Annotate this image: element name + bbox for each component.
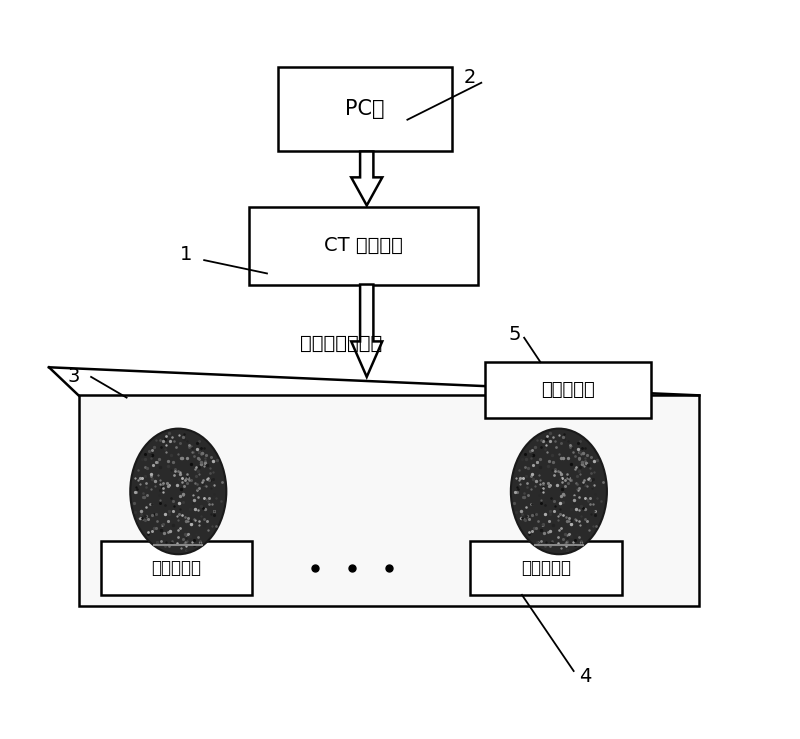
Polygon shape — [351, 285, 382, 377]
Text: 3: 3 — [67, 367, 79, 386]
Text: 互感器测试台面: 互感器测试台面 — [300, 334, 382, 353]
Polygon shape — [351, 151, 382, 205]
Bar — [101, 541, 252, 595]
Ellipse shape — [130, 429, 226, 554]
Text: 5: 5 — [508, 324, 521, 344]
Text: CT 测试装置: CT 测试装置 — [324, 236, 402, 255]
Bar — [278, 67, 452, 151]
Text: 1: 1 — [179, 245, 192, 265]
Text: PC机: PC机 — [345, 99, 385, 119]
Bar — [470, 541, 622, 595]
Bar — [78, 395, 699, 606]
Bar — [485, 362, 651, 418]
Text: 4: 4 — [578, 667, 591, 686]
Text: 待测互感器: 待测互感器 — [151, 559, 202, 577]
Bar — [249, 207, 478, 285]
Ellipse shape — [511, 429, 607, 554]
Text: 2: 2 — [464, 68, 476, 87]
Text: 待测互感器: 待测互感器 — [521, 559, 571, 577]
Text: 测试监视屏: 测试监视屏 — [542, 381, 595, 399]
